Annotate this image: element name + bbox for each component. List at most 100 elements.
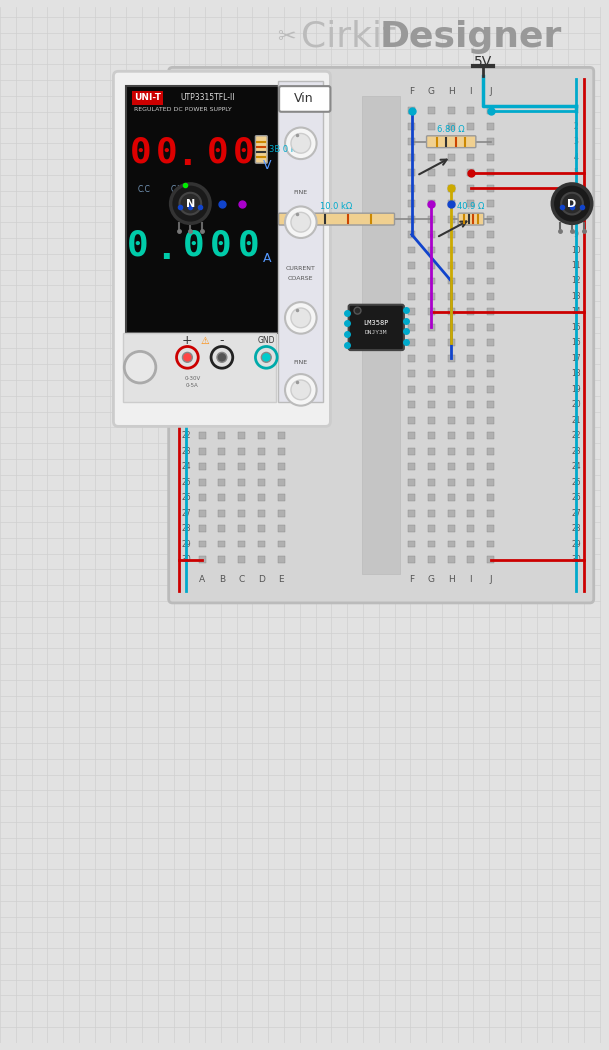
Circle shape — [255, 346, 277, 369]
Bar — [219, 339, 225, 347]
Bar — [258, 169, 265, 176]
Text: 29: 29 — [181, 540, 191, 548]
Bar — [408, 215, 415, 223]
Text: 12: 12 — [571, 276, 581, 286]
Text: 16: 16 — [181, 338, 191, 348]
Text: COARSE: COARSE — [288, 276, 314, 281]
Bar — [408, 123, 415, 130]
Bar — [408, 463, 415, 470]
Bar — [408, 309, 415, 315]
Text: .: . — [155, 232, 177, 266]
Bar — [448, 169, 455, 176]
Bar — [278, 541, 284, 547]
Bar — [428, 247, 435, 253]
FancyBboxPatch shape — [426, 135, 476, 148]
Bar — [487, 401, 494, 408]
Bar — [199, 169, 206, 176]
Bar — [199, 123, 206, 130]
Text: ⚠: ⚠ — [200, 336, 209, 345]
Text: 16: 16 — [571, 338, 581, 348]
Bar — [408, 541, 415, 547]
Bar — [448, 401, 455, 408]
Text: I: I — [470, 574, 472, 584]
Bar — [219, 185, 225, 191]
Bar — [468, 123, 474, 130]
Text: A: A — [199, 86, 205, 96]
Bar — [468, 293, 474, 300]
Bar — [278, 401, 284, 408]
Bar — [487, 247, 494, 253]
Bar — [219, 509, 225, 517]
Bar — [258, 339, 265, 347]
Bar — [219, 277, 225, 285]
Text: UTP3315TFL-II: UTP3315TFL-II — [180, 93, 235, 103]
Bar — [487, 509, 494, 517]
Bar — [219, 355, 225, 362]
Text: J: J — [490, 86, 492, 96]
Bar — [219, 201, 225, 207]
Bar — [278, 355, 284, 362]
Bar — [448, 153, 455, 161]
Bar — [487, 339, 494, 347]
Text: 7: 7 — [574, 200, 579, 208]
Bar — [278, 463, 284, 470]
Bar — [428, 355, 435, 362]
Bar — [199, 215, 206, 223]
Bar — [238, 355, 245, 362]
Text: 21: 21 — [571, 416, 581, 425]
Circle shape — [285, 302, 317, 334]
Text: 5: 5 — [574, 168, 579, 177]
FancyBboxPatch shape — [255, 135, 267, 163]
Text: Designer: Designer — [379, 20, 562, 54]
Text: 10: 10 — [181, 246, 191, 254]
Text: 0: 0 — [127, 229, 149, 262]
Bar — [487, 139, 494, 145]
Circle shape — [291, 133, 311, 153]
Bar — [219, 385, 225, 393]
Bar — [258, 309, 265, 315]
Text: I: I — [470, 86, 472, 96]
Bar — [199, 479, 206, 485]
Bar — [219, 417, 225, 424]
Text: 3: 3 — [184, 138, 189, 146]
Text: 17: 17 — [571, 354, 581, 363]
Text: -: - — [220, 334, 224, 348]
Bar — [487, 201, 494, 207]
Bar — [219, 495, 225, 501]
Circle shape — [183, 353, 192, 362]
Bar — [448, 495, 455, 501]
Text: E: E — [278, 574, 284, 584]
Bar — [408, 525, 415, 532]
Text: 11: 11 — [181, 261, 191, 270]
Bar — [278, 277, 284, 285]
Circle shape — [171, 184, 210, 224]
Text: REGULATED DC POWER SUPPLY: REGULATED DC POWER SUPPLY — [134, 107, 232, 112]
Text: D: D — [568, 198, 577, 209]
Text: 9: 9 — [184, 230, 189, 239]
Bar — [428, 433, 435, 439]
Bar — [258, 201, 265, 207]
Text: C.C: C.C — [138, 185, 150, 194]
Bar — [408, 355, 415, 362]
Bar — [278, 371, 284, 377]
Bar — [219, 153, 225, 161]
Bar — [428, 385, 435, 393]
Circle shape — [285, 127, 317, 160]
Bar — [448, 293, 455, 300]
Circle shape — [291, 380, 311, 400]
Bar — [278, 495, 284, 501]
Bar — [468, 541, 474, 547]
Text: 7: 7 — [184, 200, 189, 208]
Bar — [199, 541, 206, 547]
Bar — [428, 463, 435, 470]
Bar — [278, 385, 284, 393]
Text: DNJY3M: DNJY3M — [365, 330, 387, 335]
Text: 5V: 5V — [474, 56, 493, 69]
Bar — [238, 401, 245, 408]
Bar — [238, 139, 245, 145]
Circle shape — [285, 374, 317, 405]
Bar — [238, 324, 245, 331]
FancyBboxPatch shape — [458, 213, 484, 225]
Bar — [487, 262, 494, 269]
Text: 27: 27 — [571, 508, 581, 518]
